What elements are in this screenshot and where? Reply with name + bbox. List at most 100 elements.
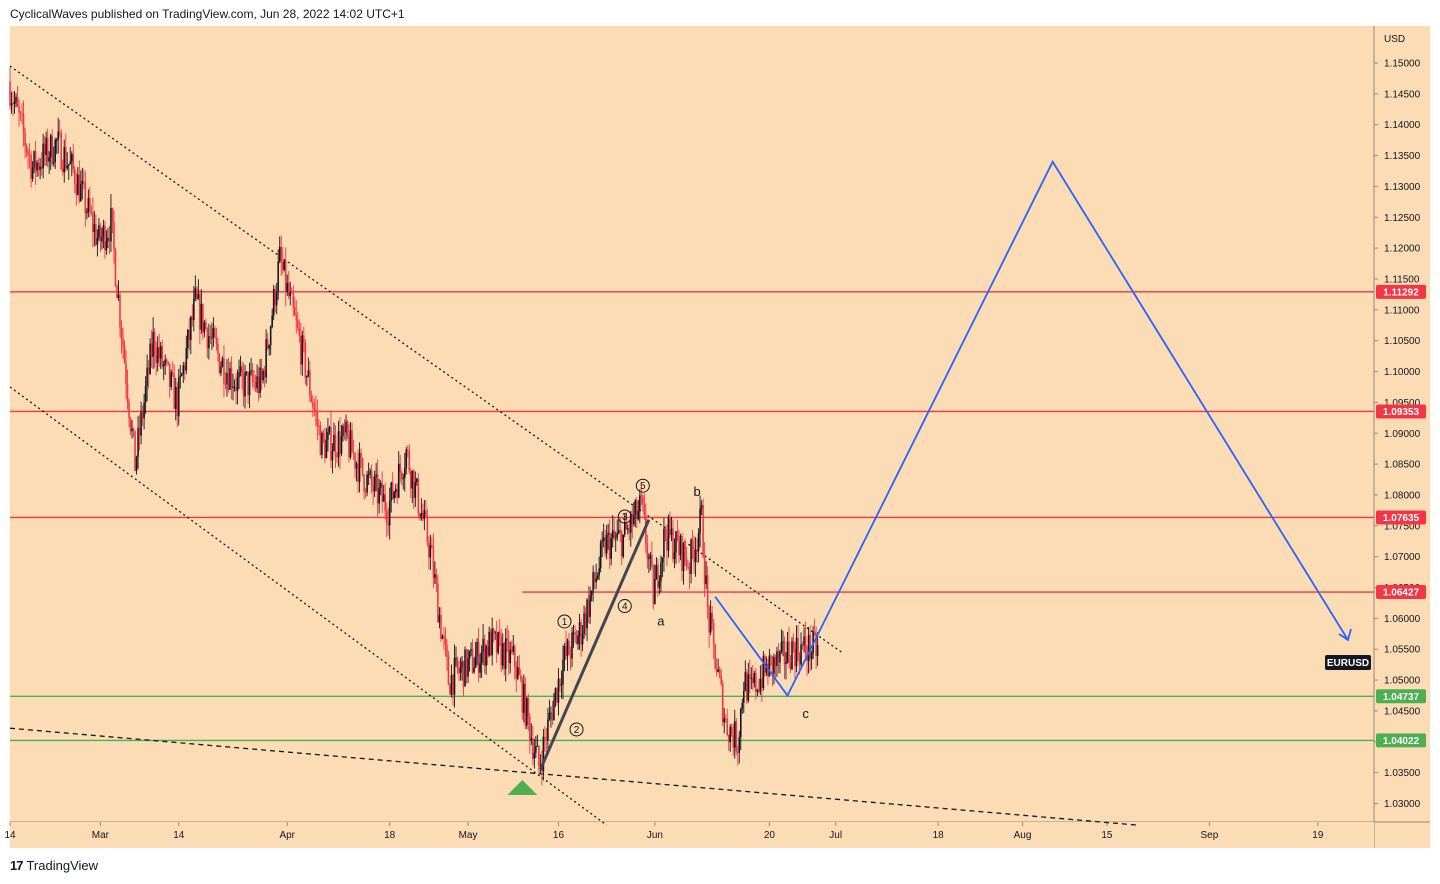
candle-body bbox=[441, 635, 444, 639]
candle-body bbox=[620, 531, 623, 557]
candle-body bbox=[343, 425, 346, 433]
candle-body bbox=[536, 745, 539, 747]
candle-body bbox=[654, 578, 656, 605]
candle-body bbox=[18, 106, 20, 113]
candle-body bbox=[224, 383, 227, 385]
level-tag-label: 1.04022 bbox=[1383, 736, 1420, 747]
candle-body bbox=[223, 358, 225, 384]
candle-body bbox=[209, 336, 212, 338]
candle-body bbox=[616, 533, 619, 538]
candle-body bbox=[523, 683, 525, 713]
candle-body bbox=[199, 294, 201, 330]
candle-body bbox=[125, 362, 127, 384]
candle-body bbox=[578, 622, 581, 637]
candle-body bbox=[247, 371, 249, 396]
candle-body bbox=[604, 537, 606, 554]
candle-body bbox=[562, 659, 564, 685]
candle-body bbox=[45, 137, 47, 155]
level-tag-label: 1.06427 bbox=[1383, 588, 1420, 599]
candle-body bbox=[105, 241, 108, 251]
time-tick-label: Sep bbox=[1200, 830, 1218, 841]
candle-body bbox=[471, 648, 474, 673]
tradingview-logo[interactable]: 17 TradingView bbox=[10, 858, 98, 873]
candle-body bbox=[367, 474, 370, 476]
candle-body bbox=[301, 335, 304, 365]
candle-body bbox=[789, 662, 792, 670]
candle-body bbox=[727, 734, 730, 743]
candle-body bbox=[403, 468, 406, 478]
candle-body bbox=[295, 315, 298, 321]
candle-body bbox=[542, 736, 545, 772]
candle-body bbox=[468, 650, 471, 659]
level-tag-box bbox=[1376, 733, 1426, 748]
candle-body bbox=[101, 236, 103, 242]
candle-body bbox=[684, 543, 686, 559]
candle-body bbox=[634, 500, 637, 516]
candle-body bbox=[816, 645, 819, 656]
candle-body bbox=[456, 657, 459, 669]
candle-body bbox=[575, 634, 578, 645]
candle-body bbox=[281, 262, 284, 270]
price-tick-label: 1.03500 bbox=[1384, 768, 1421, 779]
candle-body bbox=[554, 688, 557, 700]
candle-body bbox=[369, 470, 371, 475]
candle-body bbox=[372, 484, 374, 492]
candle-body bbox=[593, 572, 596, 583]
candle-body bbox=[269, 326, 272, 346]
candle-body bbox=[711, 612, 713, 623]
candle-body bbox=[602, 537, 605, 542]
candle-body bbox=[774, 657, 777, 666]
candle-body bbox=[75, 184, 78, 195]
candle-body bbox=[212, 328, 215, 338]
candle-body bbox=[37, 162, 40, 170]
candle-body bbox=[206, 328, 209, 349]
candle-body bbox=[489, 631, 492, 656]
candle-body bbox=[155, 355, 157, 364]
candle-body bbox=[337, 431, 340, 457]
price-axis-panel[interactable] bbox=[1374, 26, 1430, 848]
candle-body bbox=[547, 719, 549, 741]
candle-body bbox=[495, 632, 498, 653]
candle-body bbox=[141, 411, 144, 419]
candle-body bbox=[116, 285, 118, 299]
wave-label-4: 4 bbox=[622, 602, 628, 613]
candle-body bbox=[174, 386, 177, 409]
candle-body bbox=[423, 510, 426, 520]
candle-body bbox=[752, 677, 754, 684]
candle-body bbox=[587, 599, 590, 617]
symbol-tag: EURUSD bbox=[1325, 655, 1371, 670]
candle-body bbox=[70, 154, 73, 162]
candle-body bbox=[574, 632, 576, 635]
tradingview-brand-text: TradingView bbox=[26, 858, 99, 873]
time-tick-label: May bbox=[459, 830, 478, 841]
candle-body bbox=[168, 363, 171, 387]
candle-body bbox=[595, 578, 597, 583]
candle-body bbox=[296, 320, 299, 328]
candle-body bbox=[794, 648, 796, 667]
plot-area[interactable] bbox=[10, 26, 1374, 822]
candle-body bbox=[556, 688, 558, 703]
candle-body bbox=[357, 463, 359, 482]
candle-body bbox=[598, 568, 600, 576]
candle-body bbox=[334, 434, 337, 457]
candle-body bbox=[226, 373, 228, 385]
candle-body bbox=[165, 359, 168, 362]
level-tag-label: 1.07635 bbox=[1383, 513, 1420, 524]
candle-body bbox=[607, 532, 609, 535]
horizontal-levels bbox=[10, 291, 1374, 742]
candle-body bbox=[464, 649, 466, 687]
candle-body bbox=[259, 367, 261, 393]
price-tick-label: 1.08000 bbox=[1384, 490, 1421, 501]
time-tick-label: 16 bbox=[553, 830, 565, 841]
wave-label-circle bbox=[569, 722, 584, 737]
candle-body bbox=[572, 632, 575, 634]
candle-body bbox=[373, 476, 376, 492]
candle-body bbox=[762, 656, 765, 689]
candle-body bbox=[28, 154, 31, 156]
candle-body bbox=[49, 135, 52, 158]
candle-body bbox=[379, 483, 382, 488]
candle-body bbox=[218, 354, 221, 374]
candle-body bbox=[205, 322, 207, 329]
candle-body bbox=[527, 698, 530, 717]
